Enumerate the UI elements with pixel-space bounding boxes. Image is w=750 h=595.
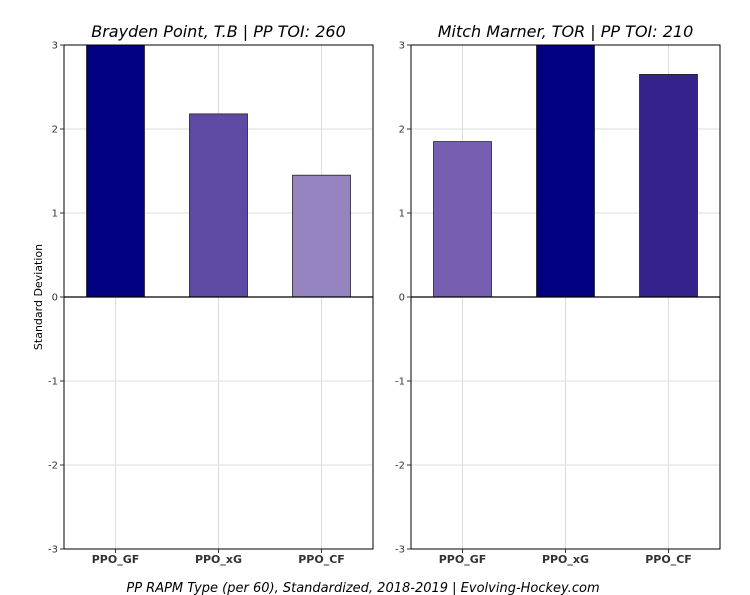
x-tick-label: PPO_xG xyxy=(195,553,242,566)
y-tick-label: 3 xyxy=(52,41,58,52)
bar-ppo-gf xyxy=(433,141,492,298)
panel-title: Mitch Marner, TOR | PP TOI: 210 xyxy=(438,22,694,41)
y-tick-label: 1 xyxy=(52,209,58,220)
caption: PP RAPM Type (per 60), Standardized, 201… xyxy=(126,581,599,595)
y-tick-label: -2 xyxy=(395,461,405,472)
x-tick-label: PPO_CF xyxy=(298,553,345,566)
x-tick-label: PPO_CF xyxy=(645,553,692,566)
x-tick-label: PPO_GF xyxy=(92,553,140,566)
y-tick-label: 2 xyxy=(52,125,58,136)
y-tick-label: 0 xyxy=(52,293,58,304)
y-tick-label: -2 xyxy=(48,461,58,472)
bar-ppo-gf xyxy=(86,44,145,298)
y-tick-label: 3 xyxy=(399,41,405,52)
x-tick-label: PPO_xG xyxy=(542,553,589,566)
y-tick-label: 1 xyxy=(399,209,405,220)
y-tick-label: -3 xyxy=(395,545,405,556)
bar-ppo-xg xyxy=(189,113,248,298)
bar-ppo-cf xyxy=(639,74,698,298)
x-tick-label: PPO_GF xyxy=(439,553,487,566)
bar-ppo-cf xyxy=(292,174,351,298)
panel-1: -3 -2 -1 0 1 2 3 PPO_GF PPO_xG PPO_CF Brayden Poin… xyxy=(48,22,374,566)
y-tick-label: -1 xyxy=(48,377,58,388)
panel-2: -3 -2 -1 0 1 2 3 PPO_GF PPO_xG PPO_CF Mitch Marner… xyxy=(395,22,721,566)
y-axis-label: Standard Deviation xyxy=(32,244,45,350)
bar-ppo-xg xyxy=(536,44,595,298)
panel-title: Brayden Point, T.B | PP TOI: 260 xyxy=(91,22,346,41)
y-tick-label: -3 xyxy=(48,545,58,556)
y-tick-label: -1 xyxy=(395,377,405,388)
y-tick-label: 0 xyxy=(399,293,405,304)
y-tick-label: 2 xyxy=(399,125,405,136)
